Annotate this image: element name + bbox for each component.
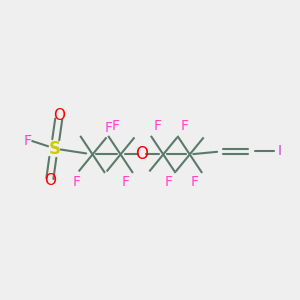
Text: F: F [72,176,80,189]
Text: F: F [181,119,188,134]
Text: O: O [53,108,65,123]
Text: S: S [48,140,60,158]
Text: F: F [165,176,172,189]
Text: O: O [44,173,56,188]
Text: O: O [136,146,148,164]
Text: I: I [278,145,282,158]
Text: F: F [154,119,162,134]
Text: F: F [105,121,113,135]
Text: F: F [111,119,119,134]
Text: F: F [24,134,32,148]
Text: F: F [191,176,199,189]
Text: F: F [122,176,130,189]
